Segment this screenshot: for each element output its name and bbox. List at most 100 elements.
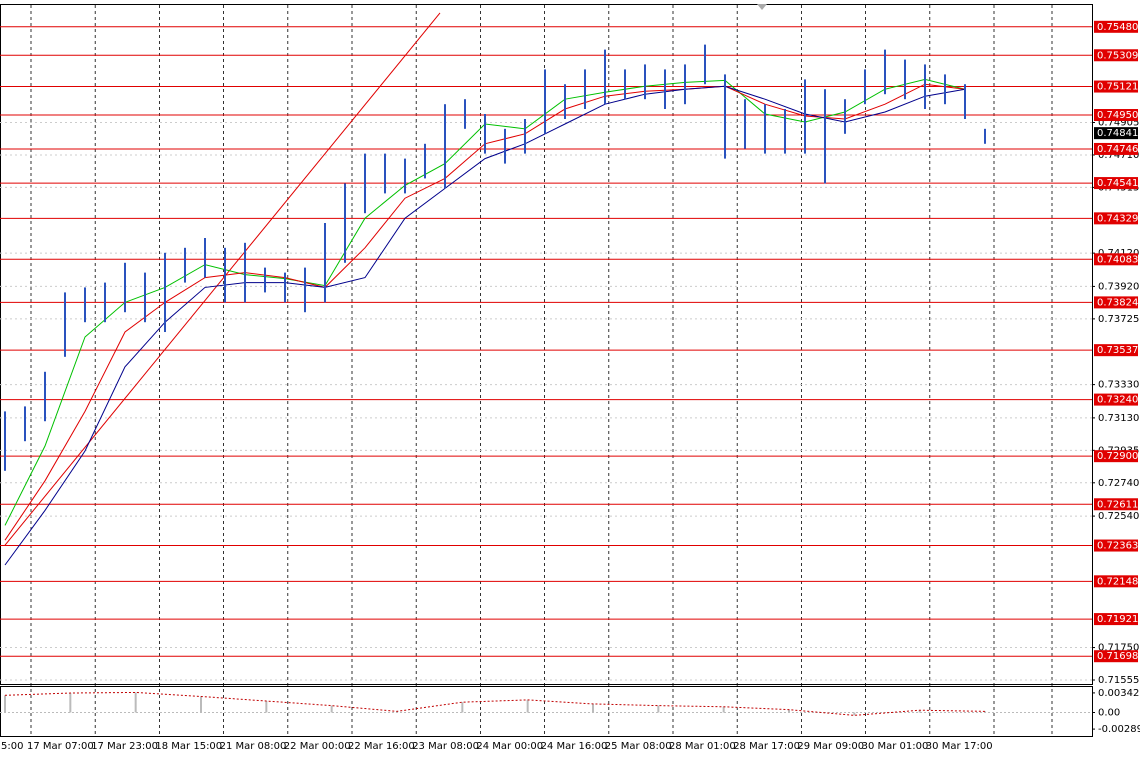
x-tick-label: 24 Mar 00:00 [476, 741, 543, 752]
level-label-text: 0.72611 [1097, 499, 1138, 510]
osc-bar [788, 709, 790, 713]
y-tick-label: 0.74905 [1098, 117, 1139, 128]
osc-bar [200, 696, 202, 713]
level-label-box [1094, 49, 1138, 62]
level-label-text: 0.74950 [1097, 110, 1138, 121]
x-tick-label: 21 Mar 08:00 [220, 741, 287, 752]
level-label-box [1094, 142, 1138, 155]
level-label-text: 0.74083 [1097, 254, 1138, 265]
level-label-box [1094, 613, 1138, 626]
level-label: 0.72900 [1094, 450, 1138, 463]
y-tick-label: 0.71750 [1098, 643, 1139, 654]
level-label-text: 0.74541 [1097, 178, 1138, 189]
x-tick-label: 17 Mar 07:00 [27, 741, 94, 752]
x-tick-label: 24 Mar 16:00 [541, 741, 608, 752]
x-tick-label: 23 Mar 08:00 [412, 741, 479, 752]
oscillator-panel-frame [0, 686, 1093, 737]
level-label-text: 0.73824 [1097, 297, 1138, 308]
level-label: 0.73824 [1094, 296, 1138, 309]
level-label: 0.72148 [1094, 575, 1138, 588]
level-label-text: 0.75480 [1097, 22, 1138, 33]
osc-bar [69, 693, 72, 713]
level-label-text: 0.73537 [1097, 345, 1138, 356]
level-label-box [1094, 450, 1138, 463]
osc-y-tick-label: 0.00 [1098, 708, 1120, 719]
level-label-box [1094, 177, 1138, 190]
current-price-text: 0.74841 [1097, 128, 1138, 139]
level-label-box [1094, 212, 1138, 225]
osc-y-tick-label: 0.00342 [1098, 688, 1139, 699]
osc-bar [330, 705, 333, 713]
osc-bar [4, 695, 6, 713]
level-label-text: 0.72900 [1097, 451, 1138, 462]
level-label-text: 0.73240 [1097, 395, 1138, 406]
level-label: 0.75309 [1094, 49, 1138, 62]
osc-bar [592, 703, 594, 713]
current-price: 0.74841 [1094, 127, 1138, 140]
level-label-box [1094, 393, 1138, 406]
level-label-box [1094, 344, 1138, 357]
osc-bar [461, 702, 464, 713]
x-tick-label: 28 Mar 01:00 [669, 741, 736, 752]
main-panel-frame [0, 4, 1093, 685]
level-label-box [1094, 498, 1138, 511]
level-label-text: 0.75309 [1097, 50, 1138, 61]
osc-bar [984, 711, 986, 713]
y-tick-label: 0.71555 [1098, 675, 1139, 686]
level-label: 0.74329 [1094, 212, 1138, 225]
level-label: 0.71698 [1094, 650, 1138, 663]
x-tick-label: 28 Mar 17:00 [733, 741, 800, 752]
osc-bar [853, 712, 856, 716]
level-label: 0.74541 [1094, 177, 1138, 190]
current-price-box [1094, 127, 1138, 140]
level-label-text: 0.74746 [1097, 144, 1138, 155]
x-tick-label: 30 Mar 01:00 [862, 741, 929, 752]
level-label-box [1094, 20, 1138, 33]
x-tick-label: 22 Mar 00:00 [284, 741, 351, 752]
osc-bar [134, 692, 137, 713]
y-tick-label: 0.73920 [1098, 281, 1139, 292]
level-label-box [1094, 539, 1138, 552]
level-label: 0.73240 [1094, 393, 1138, 406]
osc-bar [722, 706, 725, 713]
level-label-box [1094, 253, 1138, 266]
level-label-text: 0.71698 [1097, 651, 1138, 662]
osc-bar [657, 705, 660, 713]
level-label: 0.71921 [1094, 613, 1138, 626]
level-label-text: 0.72148 [1097, 576, 1138, 587]
level-label-box [1094, 650, 1138, 663]
osc-bar [265, 701, 268, 713]
y-tick-label: 0.73725 [1098, 314, 1139, 325]
osc-bar [526, 699, 529, 713]
x-tick-label: 5:00 [1, 741, 23, 752]
y-tick-label: 0.73130 [1098, 413, 1139, 424]
x-tick-label: 18 Mar 15:00 [155, 741, 222, 752]
level-label-box [1094, 80, 1138, 93]
osc-y-tick-label: -0.002894 [1098, 724, 1140, 735]
level-label-box [1094, 109, 1138, 122]
level-label-text: 0.72363 [1097, 541, 1138, 552]
y-tick-label: 0.72540 [1098, 511, 1139, 522]
level-label: 0.73537 [1094, 344, 1138, 357]
level-label-text: 0.74329 [1097, 213, 1138, 224]
y-tick-label: 0.73330 [1098, 380, 1139, 391]
level-label: 0.72611 [1094, 498, 1138, 511]
trendline [4, 12, 441, 546]
x-tick-label: 25 Mar 08:00 [605, 741, 672, 752]
level-label-box [1094, 296, 1138, 309]
shift-marker [757, 4, 767, 10]
level-label: 0.74950 [1094, 109, 1138, 122]
x-tick-label: 22 Mar 16:00 [348, 741, 415, 752]
osc-bar [918, 710, 921, 713]
y-tick-label: 0.74710 [1098, 150, 1139, 161]
x-tick-label: 29 Mar 09:00 [797, 741, 864, 752]
x-tick-label: 30 Mar 17:00 [926, 741, 993, 752]
level-label-box [1094, 575, 1138, 588]
level-label: 0.74746 [1094, 142, 1138, 155]
x-tick-label: 17 Mar 23:00 [91, 741, 158, 752]
level-label: 0.72363 [1094, 539, 1138, 552]
osc-bar [396, 711, 398, 713]
level-label-text: 0.71921 [1097, 614, 1138, 625]
